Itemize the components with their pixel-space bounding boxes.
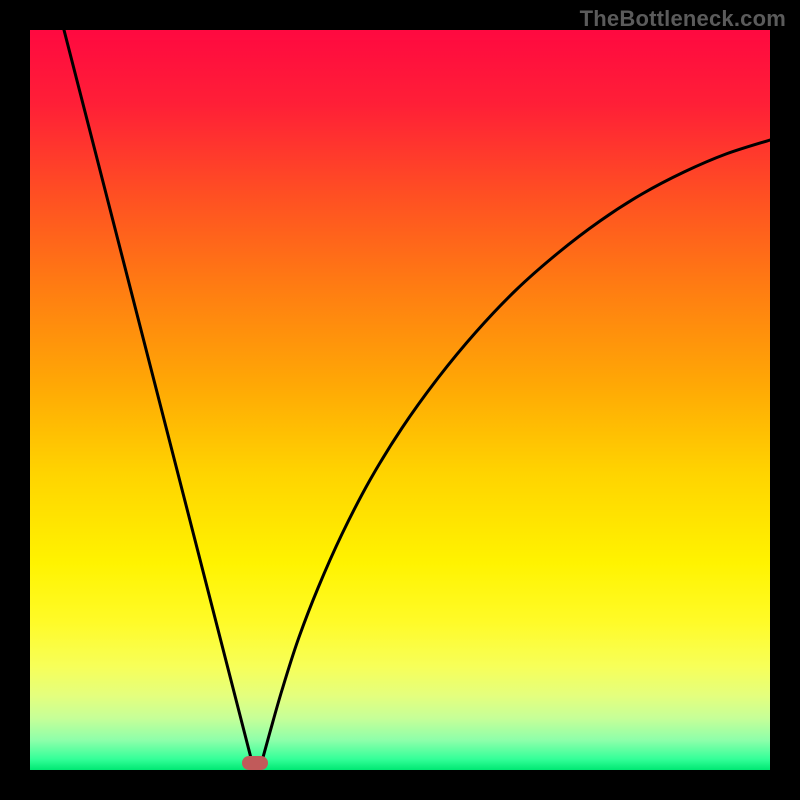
min-marker — [242, 756, 268, 770]
curve-right-branch — [262, 140, 770, 761]
watermark-text: TheBottleneck.com — [580, 6, 786, 32]
curve-layer — [30, 30, 770, 770]
curve-left-branch — [64, 30, 252, 762]
plot-area — [30, 30, 770, 770]
chart-frame: TheBottleneck.com — [0, 0, 800, 800]
